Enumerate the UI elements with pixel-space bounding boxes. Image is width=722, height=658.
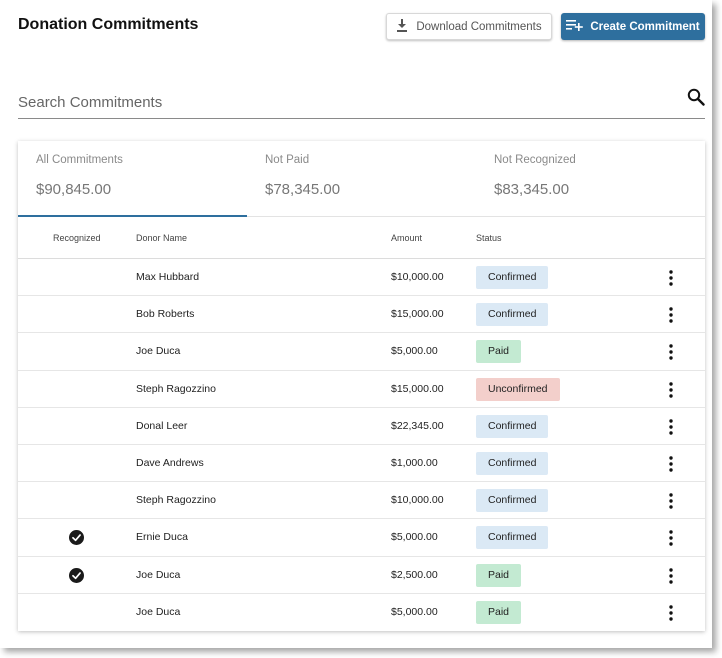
tab-total: $90,845.00	[36, 181, 112, 198]
status-badge: Paid	[476, 563, 522, 587]
tab-not-recognized[interactable]: Not Recognized $83,345.00	[476, 141, 705, 216]
donor-name-cell: Max Hubbard	[136, 271, 200, 283]
more-vertical-icon[interactable]	[664, 604, 678, 622]
download-commitments-label: Download Commitments	[416, 20, 542, 33]
more-vertical-icon[interactable]	[664, 529, 678, 547]
amount-cell: $5,000.00	[391, 531, 438, 544]
more-vertical-icon[interactable]	[664, 269, 678, 287]
donor-name-cell: Joe Duca	[136, 345, 181, 358]
check-circle-icon	[69, 567, 84, 588]
table-row[interactable]: Max Hubbard $10,000.00 Confirmed	[18, 259, 705, 297]
amount-cell: $10,000.00	[391, 271, 444, 283]
amount-cell: $5,000.00	[391, 605, 438, 618]
search-icon[interactable]	[687, 88, 705, 111]
search-bar	[18, 86, 705, 119]
amount-cell: $2,500.00	[391, 568, 438, 581]
donor-name-cell: Dave Andrews	[136, 456, 204, 469]
amount-cell: $1,000.00	[391, 456, 438, 469]
table-row[interactable]: Joe Duca $5,000.00 Paid	[18, 594, 705, 631]
tab-total: $78,345.00	[265, 181, 341, 198]
donor-name-cell: Bob Roberts	[136, 308, 195, 321]
tab-all-commitments[interactable]: All Commitments $90,845.00	[18, 141, 247, 217]
status-badge: Confirmed	[476, 414, 549, 438]
table-row[interactable]: Ernie Duca $5,000.00 Confirmed	[18, 519, 705, 557]
more-vertical-icon[interactable]	[664, 381, 678, 399]
search-input[interactable]	[18, 86, 658, 118]
donor-name-cell: Joe Duca	[136, 568, 181, 581]
table-row[interactable]: Joe Duca $5,000.00 Paid	[18, 333, 705, 371]
check-circle-icon	[69, 530, 84, 550]
status-badge: Confirmed	[476, 489, 549, 513]
status-badge: Confirmed	[476, 266, 549, 289]
status-badge: Confirmed	[476, 451, 549, 475]
table-row[interactable]: Steph Ragozzino $10,000.00 Confirmed	[18, 482, 705, 520]
tab-label: All Commitments	[36, 154, 123, 166]
more-vertical-icon[interactable]	[664, 455, 678, 473]
column-header-status[interactable]: Status	[476, 233, 502, 243]
playlist-add-icon	[566, 19, 584, 34]
tab-total: $83,345.00	[494, 181, 570, 198]
amount-cell: $10,000.00	[391, 494, 444, 507]
amount-cell: $15,000.00	[391, 382, 444, 395]
more-vertical-icon[interactable]	[664, 343, 678, 361]
status-badge: Paid	[476, 600, 522, 624]
table-row[interactable]: Bob Roberts $15,000.00 Confirmed	[18, 296, 705, 334]
page-title: Donation Commitments	[18, 16, 199, 33]
download-icon	[396, 18, 408, 35]
download-commitments-button[interactable]: Download Commitments	[386, 13, 552, 40]
app-frame: Donation Commitments Download Commitment…	[18, 13, 705, 631]
amount-cell: $5,000.00	[391, 345, 438, 358]
status-badge: Confirmed	[476, 303, 549, 327]
column-header-recognized[interactable]: Recognized	[53, 233, 101, 243]
commitments-card: All Commitments $90,845.00 Not Paid $78,…	[18, 141, 705, 631]
more-vertical-icon[interactable]	[664, 418, 678, 436]
amount-cell: $22,345.00	[391, 419, 444, 432]
status-badge: Paid	[476, 340, 522, 364]
donor-name-cell: Donal Leer	[136, 419, 188, 432]
table-body: Max Hubbard $10,000.00 Confirmed Bob Robert…	[18, 259, 705, 631]
more-vertical-icon[interactable]	[664, 567, 678, 585]
tab-label: Not Recognized	[494, 154, 576, 166]
more-vertical-icon[interactable]	[664, 306, 678, 324]
status-badge: Unconfirmed	[476, 377, 560, 401]
donor-name-cell: Steph Ragozzino	[136, 382, 216, 395]
column-header-amount[interactable]: Amount	[391, 233, 423, 243]
summary-tabs: All Commitments $90,845.00 Not Paid $78,…	[18, 141, 705, 217]
donor-name-cell: Joe Duca	[136, 605, 181, 618]
table-row[interactable]: Donal Leer $22,345.00 Confirmed	[18, 408, 705, 445]
donor-name-cell: Ernie Duca	[136, 531, 188, 544]
status-badge: Confirmed	[476, 526, 549, 550]
create-commitment-label: Create Commitment	[590, 20, 700, 33]
table-row[interactable]: Dave Andrews $1,000.00 Confirmed	[18, 445, 705, 483]
active-tab-indicator	[18, 215, 247, 217]
amount-cell: $15,000.00	[391, 308, 444, 321]
create-commitment-button[interactable]: Create Commitment	[561, 13, 705, 40]
table-header: Recognized Donor Name Amount Status	[18, 217, 705, 259]
tab-label: Not Paid	[265, 154, 310, 166]
more-vertical-icon[interactable]	[664, 492, 678, 510]
donor-name-cell: Steph Ragozzino	[136, 494, 216, 507]
table-row[interactable]: Steph Ragozzino $15,000.00 Unconfirmed	[18, 371, 705, 408]
column-header-donor-name[interactable]: Donor Name	[136, 233, 188, 243]
tab-not-paid[interactable]: Not Paid $78,345.00	[247, 141, 476, 216]
table-row[interactable]: Joe Duca $2,500.00 Paid	[18, 557, 705, 594]
